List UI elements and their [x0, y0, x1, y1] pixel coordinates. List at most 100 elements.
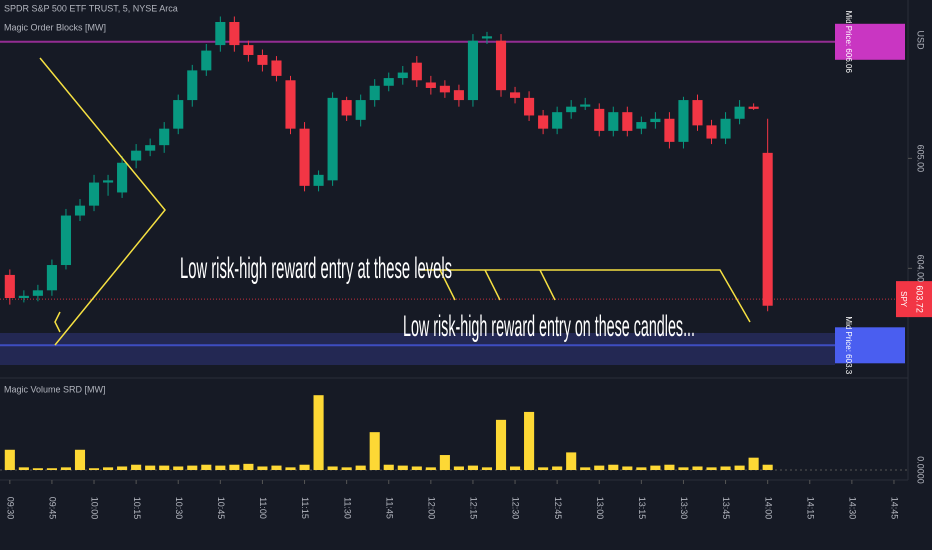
x-tick-label: 13:15 — [637, 497, 647, 520]
candle-body — [299, 128, 310, 186]
candle-body — [46, 265, 57, 291]
volume-bar — [243, 463, 254, 470]
volume-bar — [692, 466, 703, 470]
y-tick-label: 604.00 — [916, 255, 926, 283]
volume-bar — [538, 467, 549, 470]
volume-bar — [60, 467, 72, 470]
x-tick-label: 11:30 — [342, 497, 352, 519]
volume-bar — [341, 467, 352, 470]
volume-bar — [425, 467, 436, 470]
candle-body — [159, 128, 170, 146]
volume-bar — [299, 464, 310, 470]
volume-bar — [285, 467, 296, 470]
volume-bar — [173, 466, 184, 470]
volume-pane: 0.0000 — [0, 395, 926, 484]
drawn-line — [39, 57, 166, 346]
indicator-title: Magic Order Blocks [MW] — [4, 22, 106, 32]
volume-bar — [117, 466, 128, 470]
x-tick-label: 12:30 — [511, 497, 521, 520]
x-tick-label: 09:30 — [5, 497, 15, 520]
x-tick-label: 14:00 — [763, 497, 773, 520]
volume-bar — [439, 455, 450, 470]
candle-body — [327, 97, 338, 181]
candle-body — [622, 112, 633, 131]
candle-body — [341, 100, 352, 116]
volume-bar — [383, 464, 394, 470]
candle-body — [313, 174, 324, 186]
candle-body — [678, 100, 689, 142]
candle-body — [215, 21, 226, 46]
volume-bar — [32, 468, 43, 470]
x-tick-label: 12:45 — [553, 497, 563, 520]
candle-body — [397, 72, 408, 79]
x-tick-label: 09:45 — [48, 497, 58, 520]
candle-body — [201, 50, 212, 71]
drawn-line — [539, 269, 556, 301]
volume-bar — [187, 465, 198, 470]
candle-body — [411, 62, 422, 81]
candle-body — [495, 40, 507, 91]
candle-body — [594, 108, 605, 131]
candle-body — [748, 106, 759, 109]
candle-body — [285, 80, 296, 129]
volume-bar — [229, 464, 240, 470]
candle-body — [271, 60, 282, 76]
volume-bar — [145, 465, 156, 470]
candle-body — [664, 118, 675, 142]
candle-body — [706, 125, 717, 139]
candle-body — [32, 290, 43, 296]
y-tick-label: 0.0000 — [916, 456, 926, 484]
volume-bar — [734, 465, 745, 470]
candle-body — [762, 152, 773, 306]
drawn-line — [439, 269, 456, 301]
candle-body — [4, 274, 15, 299]
volume-bar — [622, 466, 633, 470]
candle-body — [608, 112, 619, 131]
volume-bar — [257, 466, 268, 470]
candle-body — [173, 100, 184, 129]
volume-bar — [748, 457, 759, 470]
x-tick-label: 11:15 — [300, 497, 310, 519]
volume-bar — [46, 468, 57, 470]
candle-body — [425, 82, 436, 88]
volume-bar — [594, 465, 605, 470]
volume-bar — [453, 466, 464, 470]
volume-bar — [411, 466, 422, 470]
volume-bar — [4, 449, 15, 470]
volume-bar — [201, 464, 212, 470]
candle-body — [720, 118, 731, 139]
annotation: Low risk-high reward entry on these cand… — [403, 310, 695, 343]
order-block-zone — [0, 333, 835, 365]
x-tick-label: 14:45 — [890, 497, 900, 520]
x-tick-label: 11:45 — [384, 497, 394, 519]
candle-body — [650, 118, 661, 123]
volume-bar — [720, 466, 731, 470]
volume-bar — [762, 464, 773, 470]
candle-body — [481, 36, 493, 39]
volume-bar — [397, 465, 408, 470]
candle-body — [131, 150, 142, 161]
volume-bar — [481, 467, 493, 470]
volume-bar — [467, 465, 478, 470]
candle-body — [257, 54, 268, 65]
y-tick-label: 605.00 — [916, 145, 926, 173]
candle-body — [103, 180, 114, 183]
candle-body — [538, 115, 549, 129]
candle-body — [524, 97, 535, 116]
volume-bar — [552, 466, 563, 470]
candle-body — [74, 205, 86, 216]
x-tick-label: 11:00 — [258, 497, 268, 519]
candle-body — [60, 215, 72, 266]
candle-body — [552, 112, 563, 129]
volume-bar — [495, 419, 507, 470]
x-tick-label: 10:15 — [132, 497, 142, 520]
volume-bar — [566, 452, 577, 470]
indicator-title: Magic Volume SRD [MW] — [4, 384, 106, 394]
candle-body — [467, 40, 478, 101]
x-tick-label: 10:30 — [174, 497, 184, 520]
volume-bar — [580, 467, 591, 470]
candle-body — [734, 106, 745, 119]
